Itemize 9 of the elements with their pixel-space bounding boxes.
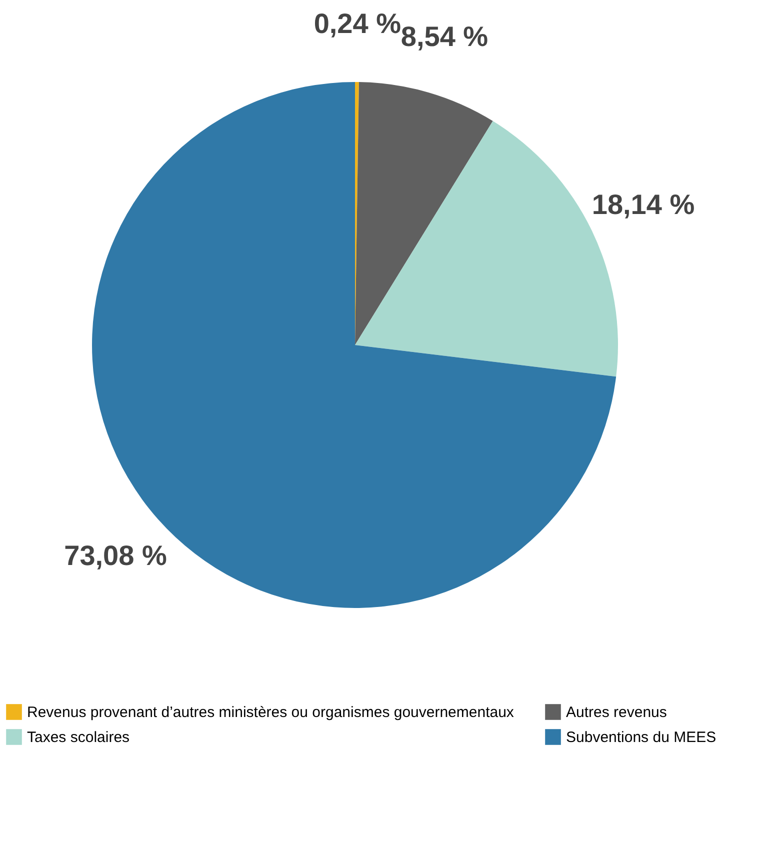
legend-label: Revenus provenant d’autres ministères ou organismes gouvernementaux: [27, 704, 514, 721]
data-label: 18,14 %: [592, 189, 695, 220]
legend-label: Taxes scolaires: [27, 729, 130, 746]
legend-label: Subventions du MEES: [566, 729, 716, 746]
data-label: 0,24 %: [314, 8, 402, 40]
data-label: 8,54 %: [400, 20, 488, 52]
data-label: 73,08 %: [64, 540, 167, 572]
legend-label: Autres revenus: [566, 704, 667, 721]
pie-slice: [355, 82, 493, 345]
